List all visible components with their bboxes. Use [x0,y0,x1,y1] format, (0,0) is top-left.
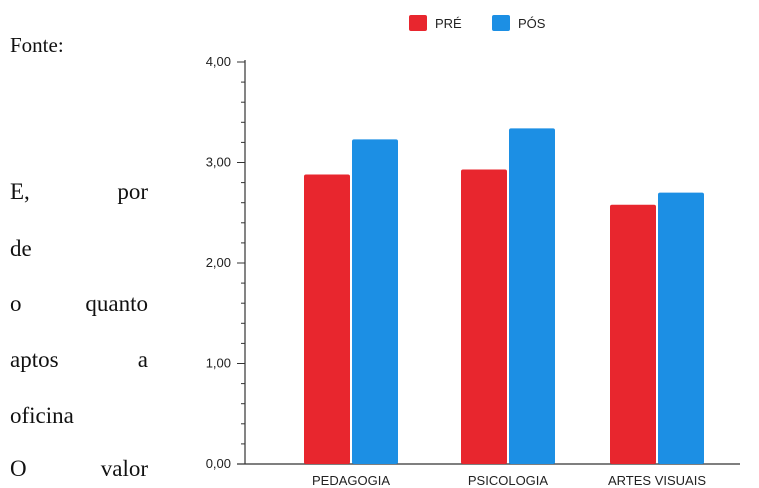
text-word: a [137,347,148,372]
source-label: Fonte: [10,33,64,57]
bar-pre-2 [610,204,656,464]
legend-label-1: PÓS [518,16,546,31]
legend-label-0: PRÉ [435,16,462,31]
text-word: o [10,291,22,316]
y-tick-label: 1,00 [206,356,231,371]
x-category-label: PSICOLOGIA [468,473,549,488]
x-category-label: ARTES VISUAIS [608,473,706,488]
text-word: valor [100,456,148,481]
bar-pos-2 [658,192,704,464]
y-tick-label: 4,00 [206,54,231,69]
text-word: oficina [10,403,74,428]
text-word: O [10,456,27,481]
text-word: de [10,236,32,261]
legend-swatch-1 [492,15,510,31]
text-word: aptos [10,347,59,372]
text-word: por [117,179,148,204]
text-word: E, [10,179,30,204]
bar-pre-0 [304,174,350,464]
bar-pos-1 [509,128,555,464]
y-tick-label: 2,00 [206,255,231,270]
bar-pre-1 [461,169,507,464]
y-tick-label: 3,00 [206,155,231,170]
legend-swatch-0 [409,15,427,31]
bar-pos-0 [352,139,398,464]
side-paragraph-fragment: Fonte: E, por de o quanto aptos a oficin… [0,0,160,488]
x-category-label: PEDAGOGIA [312,473,390,488]
text-word: quanto [85,291,148,316]
y-tick-label: 0,00 [206,456,231,471]
